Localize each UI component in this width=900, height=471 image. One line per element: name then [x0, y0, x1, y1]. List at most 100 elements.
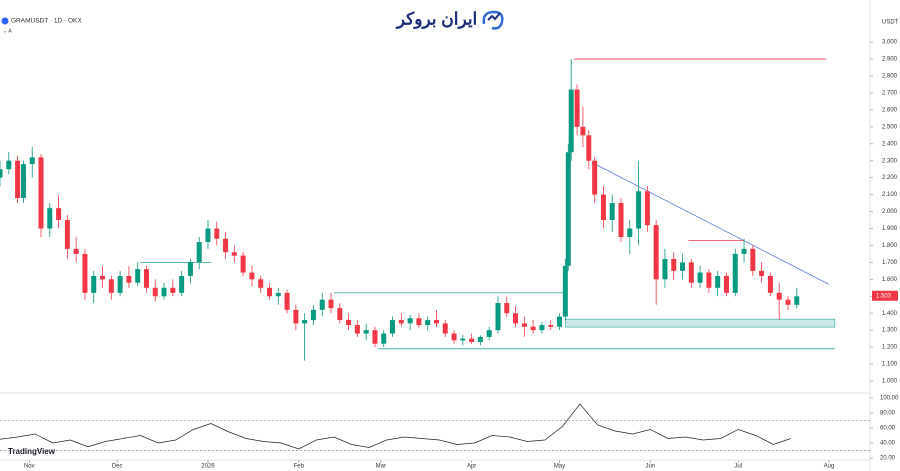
candle-body: [0, 169, 3, 178]
currency: USDT: [882, 20, 899, 26]
x-tick-label: Feb: [294, 464, 305, 470]
y-tick-label: 2.000: [882, 209, 898, 215]
candle-body: [82, 253, 88, 293]
candle-body: [521, 323, 527, 327]
y-tick-label: 1.600: [882, 277, 898, 283]
support-zone: [565, 318, 836, 328]
candle-body: [586, 135, 592, 161]
x-tick-label: 2026: [201, 464, 215, 470]
candle-body: [477, 336, 483, 343]
y-tick-label: 2.900: [882, 57, 898, 63]
candle-body: [275, 292, 281, 297]
y-tick-label: 1.300: [882, 328, 898, 334]
candle-body: [108, 279, 114, 293]
candle-body: [6, 160, 12, 170]
rsi-tick-label: 60.00: [880, 426, 896, 432]
candle-body: [135, 269, 141, 283]
y-tick-label: 2.100: [882, 192, 898, 198]
y-tick-label: 2.800: [882, 74, 898, 80]
candle-body: [600, 194, 606, 221]
candle-body: [706, 272, 712, 288]
x-tick-label: Jun: [645, 464, 655, 470]
y-tick-label: 2.700: [882, 91, 898, 97]
candle-body: [284, 292, 290, 310]
logo-backdrop: [382, 0, 522, 40]
candle-body: [469, 338, 475, 343]
candle-body: [407, 318, 413, 324]
candle-body: [223, 238, 229, 253]
candle-body: [126, 275, 132, 283]
rsi-tick-label: 20.00: [880, 456, 896, 462]
brand: TradingView: [8, 447, 56, 456]
y-tick-label: 1.700: [882, 260, 898, 266]
candle-body: [240, 255, 246, 273]
candle-body: [636, 191, 642, 229]
candle-body: [495, 303, 501, 331]
candle-body: [697, 272, 703, 283]
x-tick-label: Apr: [467, 464, 476, 470]
candle-body: [568, 89, 574, 153]
candle-body: [460, 338, 466, 341]
candle-body: [293, 309, 299, 324]
candle-body: [258, 279, 264, 288]
candle-body: [565, 152, 571, 266]
y-tick-label: 1.800: [882, 243, 898, 249]
candle-body: [29, 157, 35, 165]
candle-body: [100, 275, 106, 280]
candle-body: [20, 164, 26, 198]
candle-body: [310, 309, 316, 320]
candle-body: [732, 253, 738, 293]
y-tick-label: 2.500: [882, 124, 898, 130]
y-tick-label: 2.600: [882, 107, 898, 113]
candle-body: [539, 325, 545, 331]
last-price-badge: [872, 290, 898, 301]
x-tick-label: Jul: [734, 464, 742, 470]
candle-body: [530, 326, 536, 331]
y-tick-label: 2.200: [882, 175, 898, 181]
candle-body: [750, 248, 756, 271]
candle-body: [574, 89, 580, 127]
candle-body: [562, 265, 568, 317]
candle-body: [187, 262, 193, 276]
candle-body: [47, 208, 53, 229]
candle-body: [653, 225, 659, 280]
candle-body: [416, 318, 422, 326]
candle-body: [363, 330, 369, 334]
candle-body: [319, 299, 325, 310]
candle-body: [214, 228, 220, 239]
candle-body: [161, 287, 167, 297]
candle-body: [451, 333, 457, 341]
candle-body: [196, 242, 202, 263]
rsi-tick-label: 100.00: [880, 396, 899, 402]
x-tick-label: Nov: [24, 464, 35, 470]
candle-body: [381, 333, 387, 344]
candle-body: [609, 203, 615, 221]
candle-body: [328, 299, 334, 309]
rsi-line: [0, 403, 792, 450]
x-tick-label: Aug: [824, 464, 835, 470]
x-tick-label: Mar: [376, 464, 386, 470]
indicator-toggle[interactable]: ⌄ A: [3, 28, 12, 34]
candle-body: [56, 208, 62, 221]
symbol-icon: [1, 17, 9, 25]
candle-body: [205, 228, 211, 243]
candle-body: [117, 275, 123, 293]
candle-body: [767, 275, 773, 293]
candle-body: [759, 270, 765, 276]
candle-body: [170, 287, 176, 293]
candle-body: [346, 319, 352, 326]
candle-body: [580, 126, 586, 136]
candle-body: [556, 316, 562, 327]
candle-body: [794, 296, 800, 305]
y-tick-label: 1.400: [882, 311, 898, 317]
candle-body: [64, 220, 70, 249]
candle-body: [38, 157, 44, 229]
candle-body: [618, 203, 624, 237]
candle-body: [73, 248, 79, 254]
rsi-tick-label: 40.00: [880, 441, 896, 447]
candle-body: [644, 191, 650, 226]
symbol-title[interactable]: GRAMUSDT · 1D · OKX: [11, 18, 82, 25]
candle-body: [249, 272, 255, 280]
candle-body: [266, 287, 272, 297]
